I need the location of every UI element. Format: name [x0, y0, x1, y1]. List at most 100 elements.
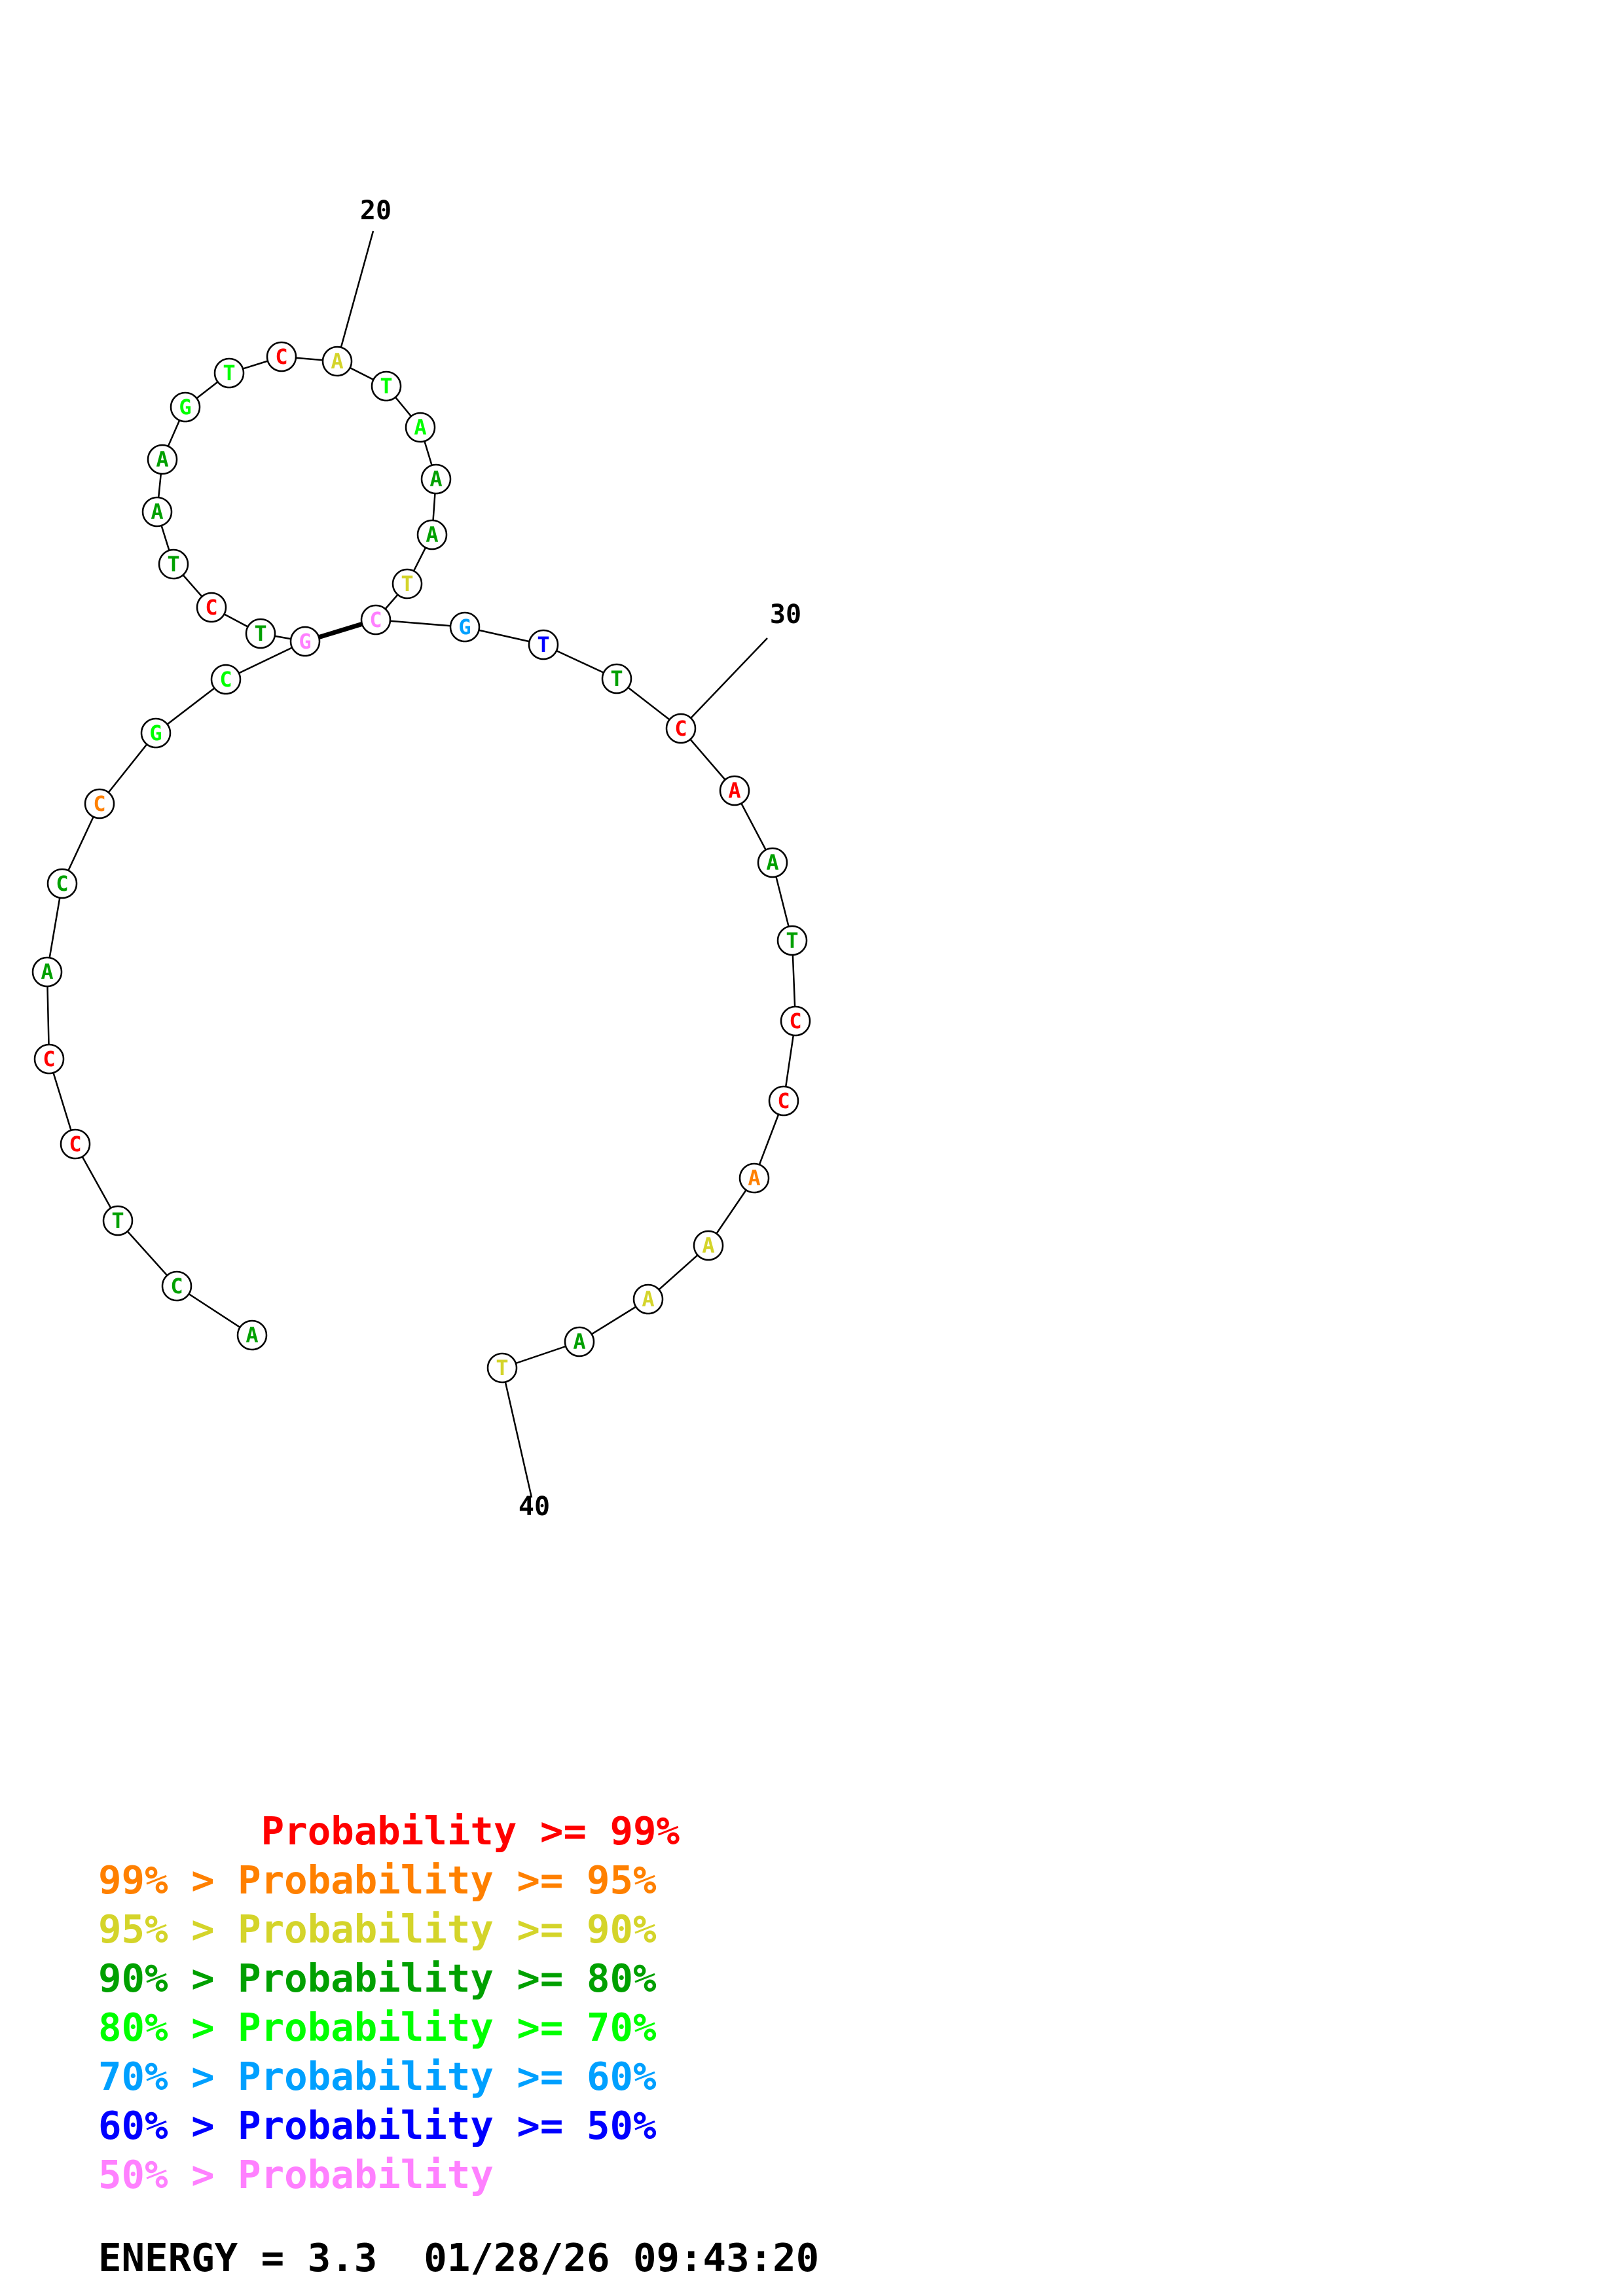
base-circle — [245, 618, 276, 649]
base-circle — [449, 611, 481, 643]
base-node: G — [170, 391, 201, 423]
base-circle — [564, 1326, 595, 1357]
base-letter: G — [458, 615, 471, 639]
base-circle — [360, 604, 392, 636]
base-node: C — [210, 664, 242, 695]
base-letter: C — [69, 1132, 81, 1157]
base-node: C — [161, 1270, 192, 1302]
base-circle — [170, 391, 201, 423]
base-letter: C — [56, 871, 68, 896]
base-node: C — [46, 868, 78, 899]
base-circle — [392, 568, 423, 600]
base-circle — [757, 847, 788, 878]
base-circle — [102, 1205, 134, 1236]
base-letter: G — [299, 629, 311, 654]
base-node: C — [360, 604, 392, 636]
base-circle — [486, 1352, 518, 1384]
base-letter: T — [786, 928, 798, 953]
base-circle — [140, 717, 172, 749]
base-node: T — [528, 629, 559, 660]
base-letter: A — [151, 499, 163, 524]
base-node: G — [449, 611, 481, 643]
base-letter: C — [777, 1088, 790, 1113]
base-letter: A — [748, 1166, 760, 1191]
base-node: T — [213, 357, 245, 389]
base-node: C — [84, 788, 115, 819]
base-node: A — [147, 444, 178, 475]
base-node: G — [140, 717, 172, 749]
base-letter: T — [167, 552, 179, 577]
base-circle — [321, 346, 353, 377]
base-node: C — [60, 1128, 91, 1160]
base-circle — [213, 357, 245, 389]
base-circle — [768, 1085, 799, 1117]
base-circle — [158, 548, 189, 580]
base-circle — [84, 788, 115, 819]
base-circle — [719, 775, 750, 806]
base-letter: C — [275, 344, 287, 369]
base-letter: T — [610, 666, 623, 691]
position-label: 30 — [770, 600, 801, 630]
base-letter: T — [537, 632, 549, 657]
base-letter: A — [246, 1323, 258, 1348]
base-letter: C — [205, 595, 217, 620]
base-letter: A — [331, 349, 343, 374]
base-letter: T — [380, 374, 392, 399]
base-node: C — [665, 713, 697, 744]
base-letter: T — [223, 361, 235, 386]
base-circle — [371, 370, 402, 402]
base-letter: C — [219, 667, 232, 692]
position-label: 20 — [360, 196, 392, 226]
base-node: C — [768, 1085, 799, 1117]
base-letter: A — [766, 850, 778, 875]
base-circle — [141, 496, 173, 528]
base-letter: C — [789, 1009, 801, 1033]
base-node: C — [33, 1043, 65, 1075]
base-node: A — [236, 1319, 268, 1351]
base-letter: C — [93, 791, 105, 816]
base-letter: A — [41, 960, 53, 984]
base-letter: T — [111, 1208, 124, 1233]
base-circle — [196, 592, 227, 623]
base-letter: T — [401, 571, 413, 596]
base-node: A — [739, 1162, 770, 1194]
base-node: T — [102, 1205, 134, 1236]
base-letter: C — [369, 607, 382, 632]
base-circle — [632, 1283, 664, 1315]
base-circle — [289, 626, 321, 657]
base-letter: A — [642, 1287, 654, 1312]
base-node: A — [632, 1283, 664, 1315]
base-letter: A — [414, 415, 426, 440]
base-letter: G — [149, 721, 162, 745]
base-circle — [780, 1005, 811, 1037]
base-letter: T — [254, 621, 266, 646]
base-letter: A — [426, 522, 438, 547]
base-letter: G — [179, 395, 191, 420]
base-node: C — [780, 1005, 811, 1037]
base-node: T — [158, 548, 189, 580]
base-node: T — [776, 925, 808, 956]
base-circle — [147, 444, 178, 475]
base-node: A — [757, 847, 788, 878]
base-circle — [236, 1319, 268, 1351]
base-circle — [739, 1162, 770, 1194]
base-letter: C — [170, 1274, 183, 1299]
base-node: C — [196, 592, 227, 623]
position-ticks: 20 30 40 — [336, 196, 801, 1522]
base-letter: A — [728, 778, 740, 803]
base-letter: T — [496, 1355, 508, 1380]
base-circle — [601, 663, 632, 694]
base-circle — [33, 1043, 65, 1075]
base-node: A — [405, 412, 436, 443]
base-circle — [266, 341, 297, 372]
base-circle — [405, 412, 436, 443]
base-node: A — [321, 346, 353, 377]
base-node: A — [564, 1326, 595, 1357]
base-letter: A — [573, 1329, 585, 1354]
base-letter: C — [674, 716, 687, 741]
base-circle — [161, 1270, 192, 1302]
base-circle — [665, 713, 697, 744]
base-node: C — [266, 341, 297, 372]
